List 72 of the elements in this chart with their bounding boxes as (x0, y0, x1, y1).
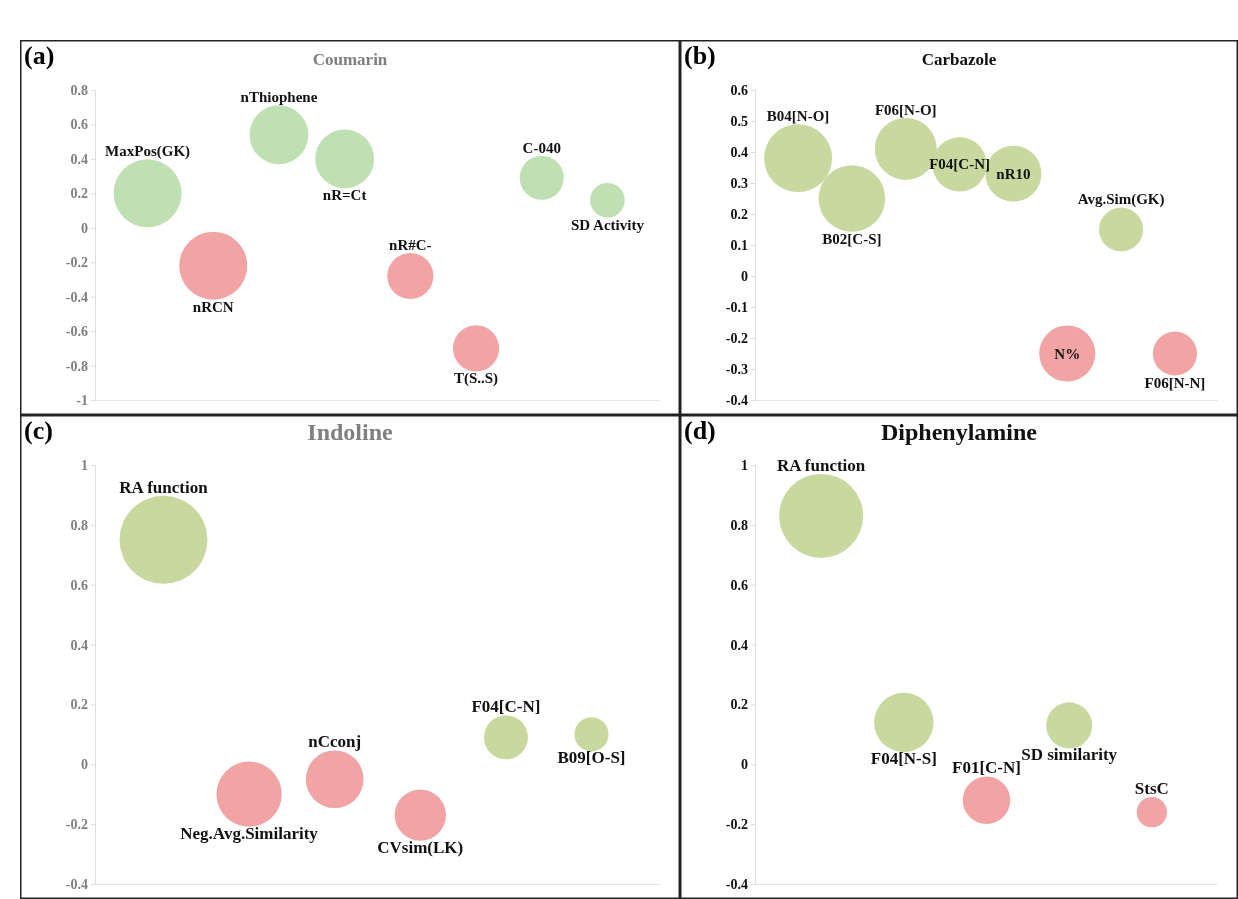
series-label: nR=Ct (322, 187, 367, 204)
series-label: SD Activity (570, 216, 645, 233)
series-label: B09[O-S] (557, 748, 626, 768)
y-tick-label: -0.6 (65, 324, 88, 340)
text: (b) (684, 41, 716, 70)
series-label: F01[C-N] (952, 758, 1021, 778)
y-tick-label: 0.5 (730, 113, 748, 129)
y-tick-label: 0.2 (730, 697, 748, 713)
y-tick-label: 0.2 (730, 206, 748, 222)
series-label: Neg.Avg.Similarity (180, 823, 319, 843)
text: (a) (24, 41, 55, 70)
y-tick-label: 0.4 (730, 144, 748, 160)
series-label: nRCN (192, 298, 234, 315)
y-tick-label: 1 (741, 457, 748, 473)
y-tick-label: 0 (741, 757, 748, 773)
y-tick-label: 0 (81, 220, 88, 236)
y-tick-label: 0 (741, 268, 748, 284)
series-label: nR#C- (389, 236, 432, 253)
y-tick-label: 0.6 (70, 577, 88, 593)
series-label: F06[N-O] (874, 101, 937, 118)
series-label: B02[C-S] (822, 230, 882, 247)
text: (d) (684, 416, 716, 445)
y-tick-label: -0.3 (725, 361, 748, 377)
y-tick-label: -0.1 (725, 299, 748, 315)
y-tick-label: 0.8 (70, 82, 88, 98)
y-tick-label: -0.8 (65, 358, 88, 374)
series-label: T(S..S) (453, 370, 499, 388)
y-tick-label: -0.4 (725, 392, 748, 408)
series-label: RA function (119, 477, 209, 497)
y-tick-label: 0.1 (730, 237, 748, 253)
y-tick-label: -0.2 (65, 255, 88, 271)
series-label: Avg.Sim(GK) (1077, 191, 1165, 209)
series-label: nThiophene (240, 89, 318, 106)
y-tick-label: 0.4 (730, 637, 748, 653)
series-label: nR10 (996, 165, 1031, 182)
y-tick-label: -0.4 (65, 289, 88, 305)
series-label: F04[C-N] (929, 156, 990, 173)
series-label: MaxPos(GK) (105, 143, 191, 161)
series-label: F04[N-S] (870, 749, 937, 769)
chart-title: Indoline (307, 419, 394, 445)
chart-title: Carbazole (921, 50, 997, 69)
y-tick-label: 0.8 (70, 517, 88, 533)
series-label: nCconj (308, 732, 362, 752)
y-tick-label: 0.6 (730, 82, 748, 98)
y-tick-label: 0.2 (70, 186, 88, 202)
y-tick-label: -0.4 (65, 876, 88, 892)
y-tick-label: -0.2 (725, 817, 748, 833)
y-tick-label: 0.2 (70, 697, 88, 713)
y-tick-label: 0 (81, 757, 88, 773)
series-label: F04[C-N] (471, 697, 541, 717)
series-label: SD similarity (1021, 745, 1118, 765)
y-tick-label: 0.3 (730, 175, 748, 191)
series-label: StsC (1134, 779, 1169, 799)
y-tick-label: 0.8 (730, 517, 748, 533)
y-tick-label: -1 (76, 392, 88, 408)
y-tick-label: 0.4 (70, 151, 88, 167)
y-tick-label: -0.2 (65, 817, 88, 833)
text: (c) (24, 416, 53, 445)
y-tick-label: -0.4 (725, 876, 748, 892)
y-tick-label: -0.2 (725, 330, 748, 346)
series-label: CVsim(LK) (377, 837, 464, 857)
series-label: B04[N-O] (766, 108, 830, 125)
y-tick-label: 0.6 (730, 577, 748, 593)
series-label: C-040 (522, 139, 561, 156)
y-tick-label: 0.4 (70, 637, 88, 653)
y-tick-label: 0.6 (70, 117, 88, 133)
series-label: N% (1054, 345, 1081, 362)
y-tick-label: 1 (81, 457, 88, 473)
chart-title: Coumarin (312, 50, 388, 69)
series-label: F06[N-N] (1144, 374, 1206, 391)
chart-title: Diphenylamine (880, 419, 1038, 445)
series-label: RA function (776, 455, 866, 475)
